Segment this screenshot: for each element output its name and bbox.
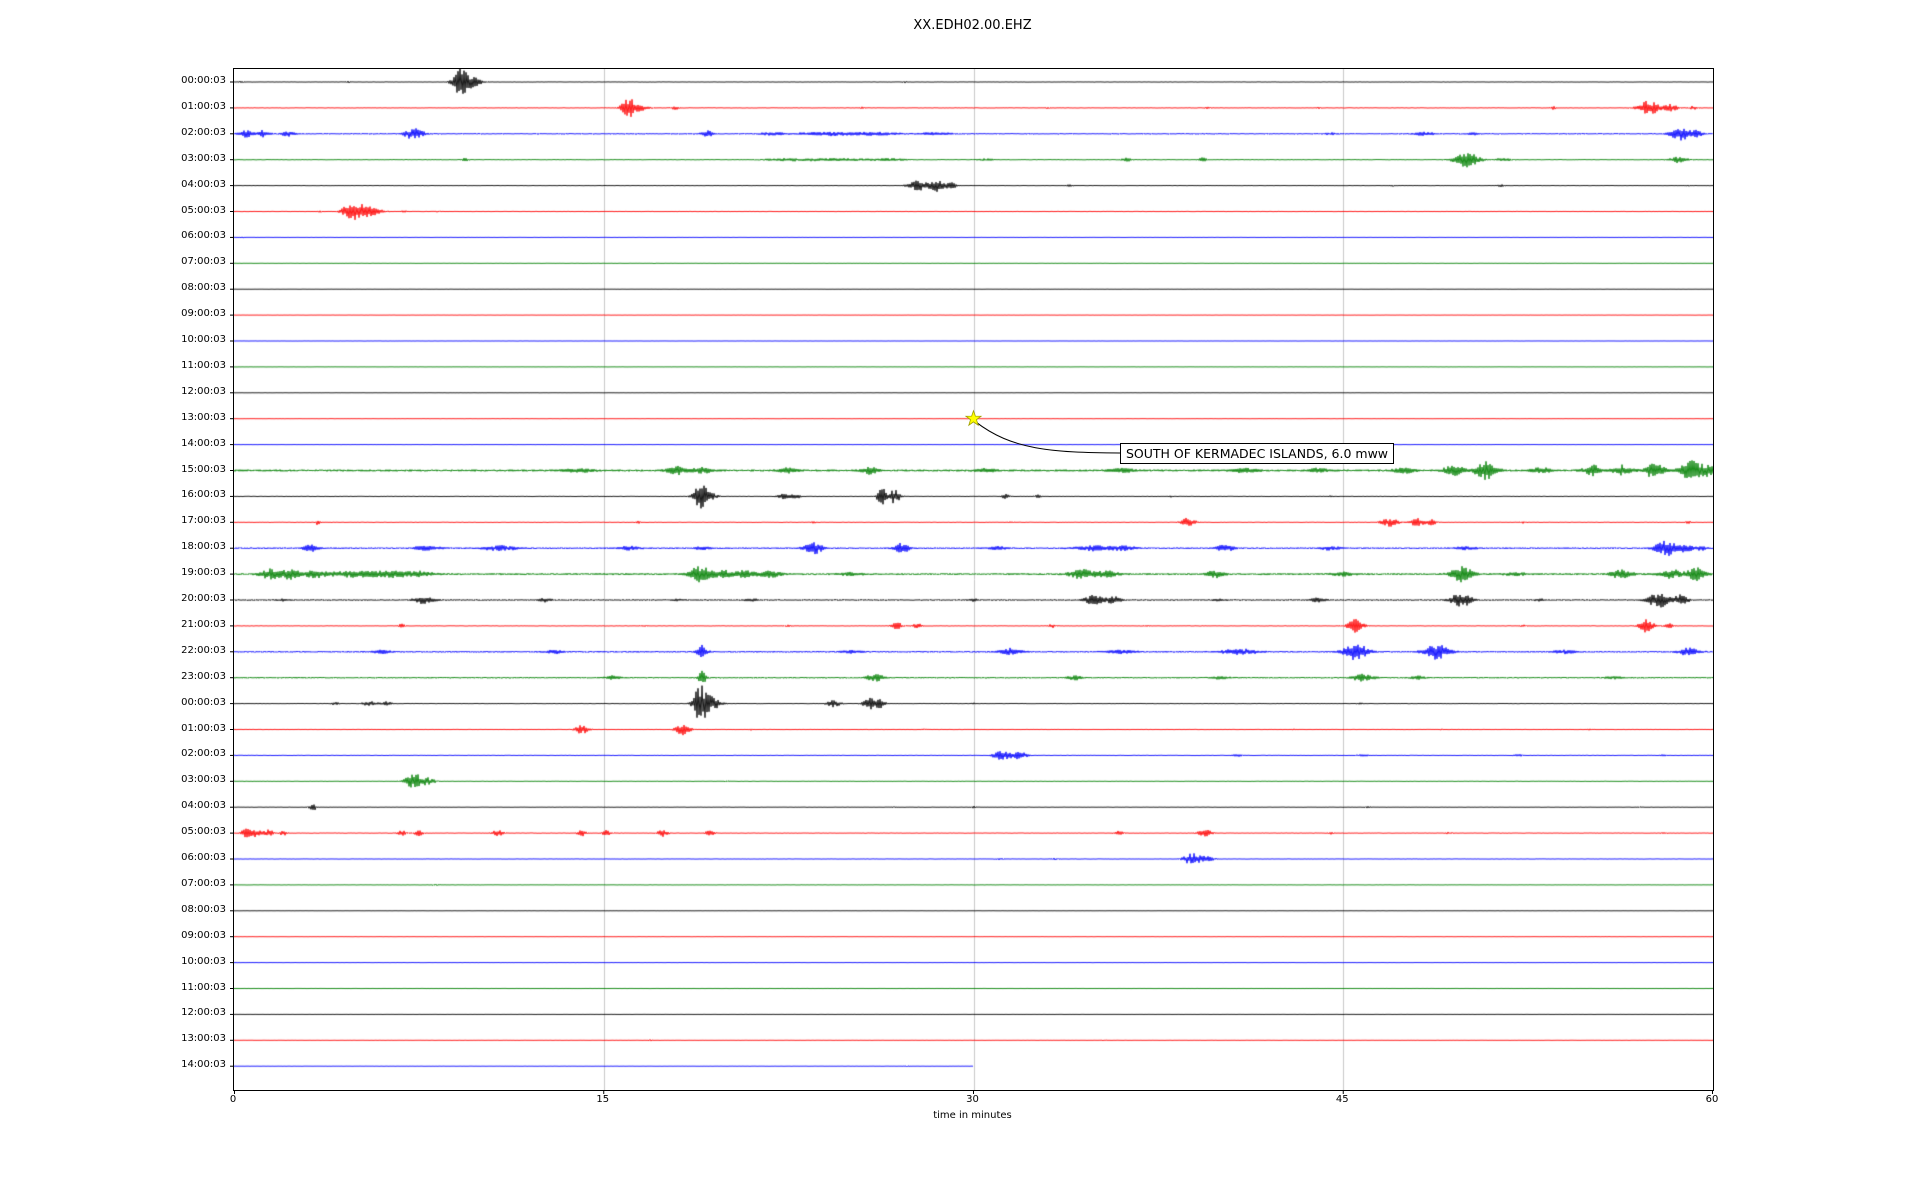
y-tick-label: 23:00:03: [181, 670, 226, 682]
y-tick-label: 02:00:03: [181, 748, 226, 760]
y-tick-label: 16:00:03: [181, 489, 226, 501]
y-tick-label: 07:00:03: [181, 877, 226, 889]
y-tick-label: 09:00:03: [181, 929, 226, 941]
y-tick-label: 05:00:03: [181, 204, 226, 216]
waveform-canvas: [234, 69, 1713, 1090]
y-tick-label: 17:00:03: [181, 515, 226, 527]
y-tick-label: 19:00:03: [181, 567, 226, 579]
y-tick-label: 03:00:03: [181, 152, 226, 164]
y-tick-label: 06:00:03: [181, 230, 226, 242]
y-tick-label: 04:00:03: [181, 800, 226, 812]
y-tick-label: 00:00:03: [181, 696, 226, 708]
figure-title: XX.EDH02.00.EHZ: [913, 18, 1032, 33]
x-tick-label: 0: [229, 1094, 237, 1105]
y-tick-label: 09:00:03: [181, 308, 226, 320]
x-axis-title: time in minutes: [933, 1110, 1012, 1121]
y-tick-label: 08:00:03: [181, 282, 226, 294]
y-tick-label: 11:00:03: [181, 981, 226, 993]
x-tick-label: 15: [596, 1094, 610, 1105]
x-tick-label: 30: [966, 1094, 979, 1105]
y-tick-label: 12:00:03: [181, 385, 226, 397]
event-annotation-text: SOUTH OF KERMADEC ISLANDS, 6.0 mww: [1126, 446, 1389, 461]
y-tick-label: 05:00:03: [181, 826, 226, 838]
annotation-connector-line: [975, 421, 1121, 454]
y-tick-label: 01:00:03: [181, 100, 226, 112]
y-tick-label: 20:00:03: [181, 593, 226, 604]
x-tick-label: 60: [1705, 1094, 1719, 1105]
y-tick-label: 03:00:03: [181, 774, 226, 786]
x-tick-label: 45: [1335, 1094, 1349, 1105]
axis-and-annotation-overlay: [230, 81, 1713, 1094]
y-tick-label: 07:00:03: [181, 256, 226, 268]
y-tick-label: 10:00:03: [181, 955, 226, 967]
y-tick-label: 15:00:03: [181, 463, 226, 475]
axis-ticks: [230, 81, 1713, 1094]
y-tick-label: 12:00:03: [181, 1007, 226, 1019]
event-annotation-box: SOUTH OF KERMADEC ISLANDS, 6.0 mww: [1120, 443, 1395, 464]
y-tick-label: 11:00:03: [181, 359, 226, 371]
y-tick-label: 08:00:03: [181, 903, 226, 915]
y-tick-label: 10:00:03: [181, 334, 226, 345]
y-tick-label: 18:00:03: [181, 541, 226, 553]
y-tick-label: 00:00:03: [181, 75, 226, 86]
y-tick-label: 14:00:03: [181, 437, 226, 449]
y-tick-label: 13:00:03: [181, 411, 226, 423]
y-tick-label: 02:00:03: [181, 126, 226, 138]
y-tick-label: 06:00:03: [181, 852, 226, 863]
y-tick-label: 13:00:03: [181, 1033, 226, 1045]
event-marker-star: [964, 409, 983, 427]
y-tick-label: 22:00:03: [181, 644, 226, 656]
y-tick-label: 21:00:03: [181, 618, 226, 630]
y-tick-label: 14:00:03: [181, 1059, 226, 1071]
plot-area: SOUTH OF KERMADEC ISLANDS, 6.0 mww: [230, 68, 1714, 1094]
y-tick-label: 04:00:03: [181, 178, 226, 190]
y-tick-label: 01:00:03: [181, 722, 226, 734]
